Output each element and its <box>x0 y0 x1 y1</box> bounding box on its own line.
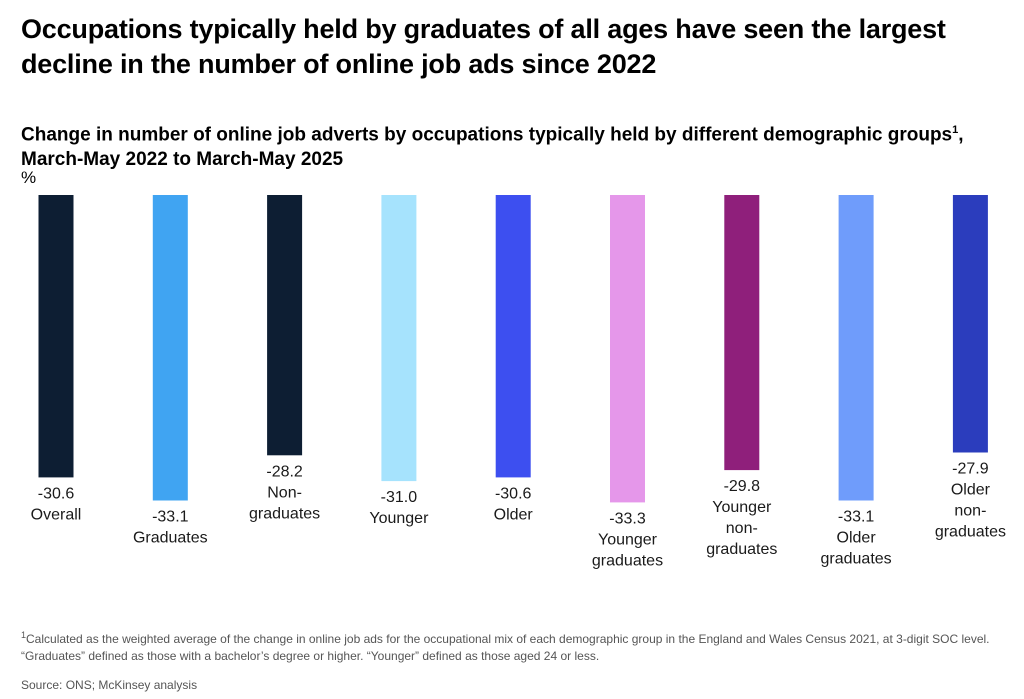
value-label: -30.6 <box>495 485 532 502</box>
bar-label: -33.1 Graduates <box>133 509 208 547</box>
bar-older-graduates <box>838 195 874 501</box>
footnote-marker: 1 <box>21 630 27 640</box>
value-label: -27.9 <box>952 461 989 478</box>
value-label: -33.1 <box>838 509 875 526</box>
bar-label: -33.3 Younger graduates <box>592 510 663 569</box>
category-label: Older <box>837 530 877 547</box>
category-label: graduates <box>249 505 320 522</box>
bar-older-non-graduates <box>952 195 988 453</box>
bar-overall <box>38 195 74 478</box>
footnote: 1Calculated as the weighted average of t… <box>21 627 1011 665</box>
category-label: Older <box>494 506 534 523</box>
source-note: Source: ONS; McKinsey analysis <box>21 678 198 692</box>
category-label: graduates <box>706 541 777 558</box>
category-label: Non- <box>267 484 302 501</box>
category-label: graduates <box>592 552 663 569</box>
value-label: -29.8 <box>724 478 761 495</box>
bar-label: -31.0 Younger <box>369 489 429 527</box>
subtitle-text: Change in number of online job adverts b… <box>21 124 953 146</box>
category-label: Younger <box>369 510 429 527</box>
bar-label: -30.6 Older <box>494 485 534 523</box>
bar-younger-non-graduates <box>724 195 760 471</box>
category-label: non- <box>954 503 986 520</box>
subtitle-footnote-marker: 1 <box>952 124 959 136</box>
chart-subtitle: Change in number of online job adverts b… <box>21 118 1001 172</box>
value-label: -28.2 <box>266 463 303 480</box>
bar-older <box>495 195 531 478</box>
bar-label: -28.2 Non-graduates <box>249 463 320 522</box>
bar-non-graduates <box>267 195 303 456</box>
footnote-text: Calculated as the weighted average of th… <box>21 632 990 663</box>
value-label: -33.3 <box>609 510 646 527</box>
value-label: -30.6 <box>38 485 75 502</box>
y-unit-label: % <box>21 168 37 187</box>
category-label: Older <box>951 482 991 499</box>
bar-younger-graduates <box>610 195 645 503</box>
bar-younger <box>381 195 417 482</box>
bar-label: -29.8 Younger non-graduates <box>706 478 777 558</box>
chart-headline: Occupations typically held by graduates … <box>21 14 946 79</box>
value-label: -31.0 <box>381 489 418 506</box>
category-label: Younger <box>712 499 772 516</box>
category-label: Younger <box>598 531 658 548</box>
bar-label: -27.9 Older non-graduates <box>935 461 1006 541</box>
value-label: -33.1 <box>152 509 189 526</box>
category-label: non- <box>726 520 758 537</box>
bar-label: -33.1 Older graduates <box>821 509 892 568</box>
bar-label: -30.6 Overall <box>31 485 82 523</box>
subtitle-date-range: , March-May 2022 to March-May 2025 <box>21 124 964 171</box>
category-label: graduates <box>935 524 1006 541</box>
bar-chart: -30.6 Overall -33.1 Graduates -28.2 Non-gradu… <box>31 195 1006 569</box>
category-label: Overall <box>31 506 82 523</box>
category-label: Graduates <box>133 530 208 547</box>
bar-graduates <box>152 195 188 501</box>
category-label: graduates <box>821 551 892 568</box>
